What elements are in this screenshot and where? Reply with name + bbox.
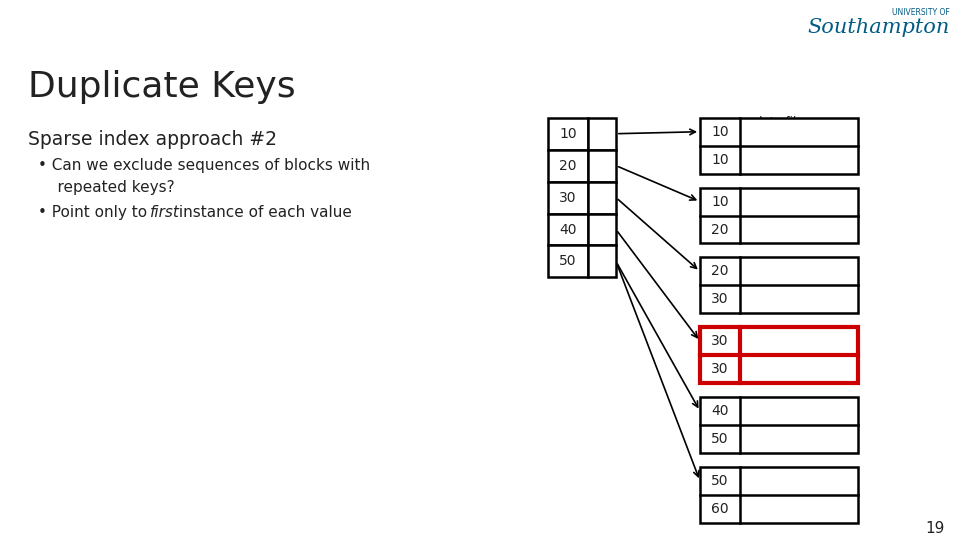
Text: 40: 40	[560, 222, 577, 237]
Bar	[588, 118, 616, 150]
Text: instance of each value: instance of each value	[174, 205, 352, 220]
Text: • Can we exclude sequences of blocks with
    repeated keys?: • Can we exclude sequences of blocks wit…	[38, 158, 371, 195]
Text: 19: 19	[925, 521, 945, 536]
Bar	[700, 187, 858, 244]
Text: 10: 10	[711, 125, 729, 139]
Text: 30: 30	[560, 191, 577, 205]
Bar	[588, 213, 616, 246]
Text: 60: 60	[711, 502, 729, 516]
Bar	[700, 467, 858, 523]
Text: 50: 50	[560, 254, 577, 268]
Text: 50: 50	[711, 474, 729, 488]
Bar	[548, 213, 588, 246]
Text: 20: 20	[711, 265, 729, 279]
Text: 50: 50	[711, 432, 729, 446]
Bar	[588, 246, 616, 278]
Bar	[588, 150, 616, 181]
Text: 10: 10	[711, 194, 729, 208]
Bar	[548, 150, 588, 181]
Bar	[548, 246, 588, 278]
Text: 10: 10	[711, 153, 729, 167]
Text: first: first	[150, 205, 180, 220]
Text: sparse
index: sparse index	[548, 116, 588, 144]
Bar	[700, 397, 858, 453]
Bar	[548, 181, 588, 213]
Text: • Point only to: • Point only to	[38, 205, 152, 220]
Text: 20: 20	[560, 159, 577, 173]
Text: Duplicate Keys: Duplicate Keys	[28, 70, 296, 104]
Bar	[700, 118, 858, 174]
Text: 20: 20	[711, 222, 729, 237]
Text: 30: 30	[711, 292, 729, 306]
Text: 30: 30	[711, 334, 729, 348]
Bar	[700, 258, 858, 313]
Text: 40: 40	[711, 404, 729, 418]
Bar	[588, 181, 616, 213]
Text: UNIVERSITY OF: UNIVERSITY OF	[892, 8, 950, 17]
Text: data file: data file	[755, 116, 804, 129]
Text: 10: 10	[559, 127, 577, 141]
Text: Sparse index approach #2: Sparse index approach #2	[28, 130, 277, 148]
Bar	[548, 118, 588, 150]
Bar	[700, 327, 858, 383]
Text: 30: 30	[711, 362, 729, 376]
Text: Southampton: Southampton	[807, 18, 950, 37]
